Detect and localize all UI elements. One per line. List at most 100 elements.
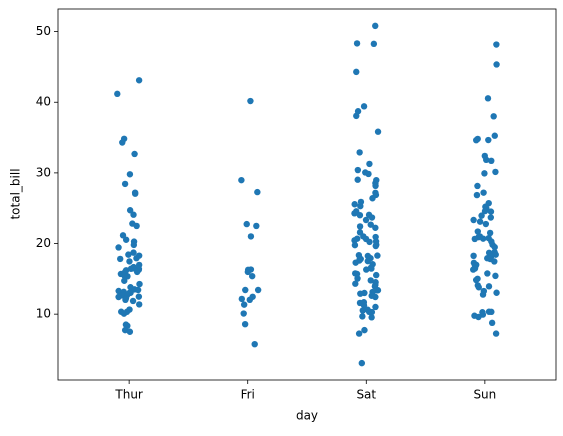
point: [357, 290, 364, 297]
point: [369, 195, 376, 202]
point: [493, 61, 500, 68]
point: [130, 249, 137, 256]
point: [247, 233, 255, 240]
point: [133, 255, 140, 262]
point: [474, 182, 481, 190]
point: [134, 286, 142, 294]
point: [129, 297, 137, 305]
point: [115, 293, 122, 301]
point: [356, 149, 363, 156]
point: [354, 275, 361, 282]
point: [131, 150, 138, 158]
y-tick-label: 50: [36, 24, 51, 38]
point: [130, 241, 138, 249]
point: [493, 289, 500, 296]
point: [351, 210, 358, 217]
point: [135, 293, 143, 300]
point: [363, 266, 370, 273]
point: [479, 291, 487, 298]
point: [365, 170, 372, 178]
x-axis-label: day: [296, 409, 318, 423]
point: [126, 328, 134, 335]
point: [240, 310, 247, 317]
point: [471, 235, 478, 243]
point: [351, 241, 359, 249]
x-tick-label: Thur: [114, 388, 143, 402]
point: [254, 188, 261, 196]
point: [240, 301, 248, 308]
point: [470, 252, 477, 260]
point: [354, 176, 361, 183]
point: [362, 216, 370, 224]
point: [484, 270, 491, 277]
point: [368, 314, 375, 321]
point: [251, 340, 258, 348]
point: [352, 280, 359, 287]
point: [122, 296, 129, 304]
point: [254, 286, 262, 294]
y-tick-label: 10: [36, 307, 51, 321]
point: [359, 307, 366, 314]
point: [474, 228, 482, 235]
point: [116, 255, 124, 263]
point: [238, 295, 246, 303]
point: [130, 211, 137, 218]
point: [133, 268, 141, 276]
point: [133, 222, 140, 230]
point: [353, 68, 360, 76]
point: [246, 296, 253, 304]
x-tick-label: Sat: [356, 388, 376, 402]
point: [126, 258, 133, 265]
point: [372, 224, 379, 231]
point: [482, 220, 490, 228]
point: [374, 252, 381, 259]
point: [360, 103, 368, 110]
point: [476, 218, 484, 225]
point: [372, 22, 379, 30]
point: [357, 202, 364, 210]
point: [370, 40, 378, 48]
point: [483, 156, 490, 164]
point: [372, 303, 379, 311]
point: [125, 251, 132, 258]
point: [355, 330, 363, 337]
point: [136, 280, 143, 288]
point: [367, 277, 374, 284]
point: [126, 171, 134, 178]
point: [119, 139, 126, 146]
point: [488, 319, 496, 327]
point: [119, 232, 127, 239]
point: [493, 41, 500, 48]
point: [475, 313, 482, 321]
point: [485, 136, 492, 144]
point: [359, 313, 366, 320]
point: [127, 265, 135, 272]
point: [241, 320, 249, 328]
point: [486, 229, 494, 237]
point: [478, 212, 485, 219]
point: [351, 201, 358, 208]
point: [115, 287, 122, 295]
point: [481, 207, 489, 215]
y-tick-label: 40: [36, 95, 51, 109]
point: [368, 214, 376, 221]
point: [352, 259, 359, 266]
point: [374, 128, 382, 135]
point: [358, 359, 366, 367]
point: [247, 97, 254, 105]
point: [253, 222, 260, 230]
point: [492, 330, 500, 337]
point: [242, 286, 249, 294]
point: [364, 257, 372, 265]
y-tick-label: 20: [36, 236, 51, 250]
point: [473, 191, 481, 199]
point: [360, 302, 368, 309]
point: [367, 221, 374, 228]
y-axis-label: total_bill: [9, 168, 23, 219]
point: [487, 208, 495, 215]
point: [122, 236, 130, 243]
point: [353, 112, 360, 120]
point: [244, 268, 252, 276]
point: [353, 40, 361, 47]
